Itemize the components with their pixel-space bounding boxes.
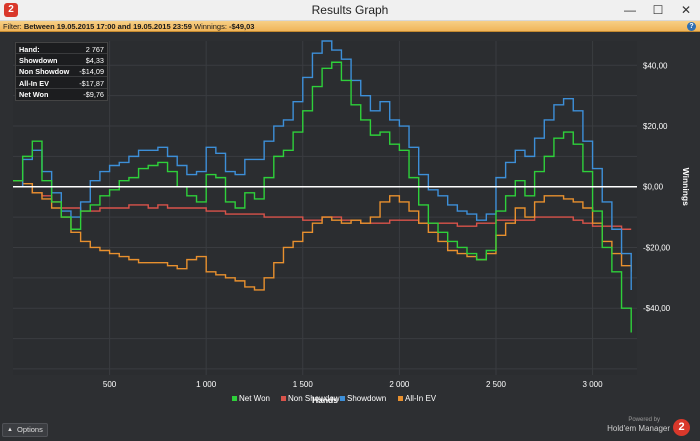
stat-row-showdown: Showdown $4,33 — [16, 54, 107, 66]
stat-value: $4,33 — [85, 55, 104, 65]
filter-prefix: Filter: — [3, 22, 22, 31]
holdem-manager-icon: 2 — [4, 3, 18, 17]
filter-bar: Filter: Between 19.05.2015 17:00 and 19.… — [0, 21, 700, 32]
x-tick-label: 500 — [103, 380, 117, 389]
filter-text: Filter: Between 19.05.2015 17:00 and 19.… — [3, 21, 254, 32]
minimize-button[interactable]: — — [624, 3, 636, 17]
legend-swatch — [232, 396, 237, 401]
caret-up-icon: ▲ — [7, 427, 13, 433]
stat-label: Net Won — [19, 90, 49, 100]
stats-panel: Hand: 2 767 Showdown $4,33 Non Showdow -… — [15, 42, 108, 101]
x-tick-label: 3 000 — [583, 380, 604, 389]
x-tick-label: 2 000 — [389, 380, 410, 389]
powered-by-label: Powered by — [628, 417, 660, 423]
title-bar[interactable]: 2 Results Graph — ☐ ✕ — [0, 0, 700, 21]
y-tick-label: -$40,00 — [643, 304, 671, 313]
stat-value: -$17,87 — [79, 78, 104, 88]
series-line-showdown — [13, 40, 632, 290]
x-tick-label: 1 000 — [196, 380, 217, 389]
results-chart: $40,00 $20,00 $0,00 -$20,00 -$40,00 500 1 000 1… — [13, 40, 691, 405]
filter-range: Between 19.05.2015 17:00 and 19.05.2015 … — [23, 22, 192, 31]
y-tick-label: $0,00 — [643, 183, 664, 192]
stat-value: -$14,09 — [79, 67, 104, 77]
options-button[interactable]: ▲ Options — [2, 423, 48, 437]
stat-row-net-won: Net Won -$9,76 — [16, 89, 107, 100]
x-axis-label: Hands — [312, 395, 338, 405]
series-line-non-showdown — [13, 179, 632, 230]
y-tick-label: $20,00 — [643, 122, 668, 131]
options-label: Options — [17, 425, 43, 434]
stat-label: All-In EV — [19, 78, 49, 88]
legend-label: Showdown — [347, 394, 386, 403]
stat-label: Hand: — [19, 44, 40, 54]
stat-value: -$9,76 — [83, 90, 104, 100]
legend-label: Net Won — [239, 394, 270, 403]
x-tick-label: 1 500 — [293, 380, 314, 389]
stat-row-allin-ev: All-In EV -$17,87 — [16, 77, 107, 89]
x-tick-label: 2 500 — [486, 380, 507, 389]
stat-value: 2 767 — [85, 44, 104, 54]
help-icon[interactable]: ? — [687, 22, 696, 31]
stat-label: Non Showdow — [19, 67, 70, 77]
y-tick-label: -$20,00 — [643, 243, 671, 252]
legend-swatch — [398, 396, 403, 401]
y-tick-label: $40,00 — [643, 61, 668, 70]
brand-label: Hold'em Manager — [607, 424, 670, 433]
close-button[interactable]: ✕ — [680, 3, 692, 17]
legend-swatch — [340, 396, 345, 401]
series-line-all-in-ev — [13, 179, 632, 291]
y-axis-label: Winnings — [681, 168, 691, 206]
winnings-value: -$49,03 — [229, 22, 255, 31]
maximize-button[interactable]: ☐ — [652, 3, 664, 17]
legend-label: All-In EV — [405, 394, 437, 403]
stat-row-hands: Hand: 2 767 — [16, 43, 107, 55]
legend-label: Non Showdown — [288, 394, 344, 403]
stat-row-non-showdown: Non Showdow -$14,09 — [16, 66, 107, 78]
brand-logo: 2 — [673, 419, 690, 436]
legend-swatch — [281, 396, 286, 401]
window-title: Results Graph — [311, 3, 389, 17]
winnings-label: Winnings: — [193, 22, 227, 31]
stat-label: Showdown — [19, 55, 58, 65]
